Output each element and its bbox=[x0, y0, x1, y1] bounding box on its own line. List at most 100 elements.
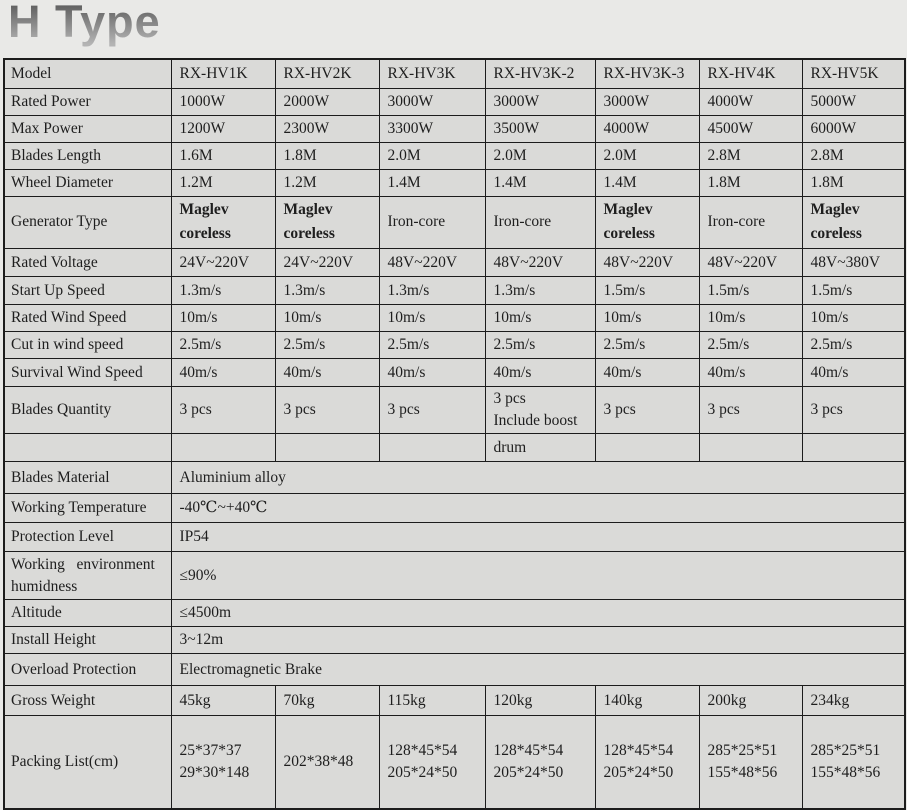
value-cell: 120kg bbox=[484, 685, 596, 717]
value-cell: 2.5m/s bbox=[378, 331, 486, 360]
table-row: Packing List(cm) 25*37*37 29*30*148 202*38… bbox=[3, 715, 906, 810]
merged-value-cell: Aluminium alloy bbox=[170, 461, 906, 495]
value-cell: 1.2M bbox=[170, 168, 276, 197]
table-row: Blades Length 1.6M 1.8M 2.0M 2.0M 2.0M 2.8M 2.8… bbox=[3, 141, 906, 170]
merged-value-cell: 3~12m bbox=[170, 626, 906, 655]
value-cell: 2.5m/s bbox=[170, 331, 276, 360]
value-cell: 3 pcs bbox=[801, 386, 906, 435]
table-row: Rated Voltage 24V~220V 24V~220V 48V~220V 48V… bbox=[3, 248, 906, 278]
value-cell: 1.3m/s bbox=[378, 276, 486, 306]
value-cell: 2000W bbox=[274, 87, 380, 116]
value-cell bbox=[274, 433, 380, 463]
table-row: Generator Type Maglev coreless Maglev core… bbox=[3, 195, 906, 250]
value-cell: 48V~220V bbox=[378, 248, 486, 278]
table-row: Blades Material Aluminium alloy bbox=[3, 461, 906, 495]
row-label: Overload Protection bbox=[3, 653, 172, 687]
table-row: Rated Wind Speed 10m/s 10m/s 10m/s 10m/s 10m/… bbox=[3, 304, 906, 333]
value-cell: 48V~220V bbox=[594, 248, 700, 278]
value-cell: RX-HV3K-3 bbox=[594, 58, 700, 89]
value-cell: Maglev coreless bbox=[274, 195, 380, 250]
value-cell: 200kg bbox=[698, 685, 803, 717]
value-cell: RX-HV3K bbox=[378, 58, 486, 89]
value-cell: 234kg bbox=[801, 685, 906, 717]
value-cell: 3300W bbox=[378, 114, 486, 143]
value-cell: 40m/s bbox=[170, 358, 276, 388]
value-cell: 3 pcs bbox=[378, 386, 486, 435]
value-cell: 1.3m/s bbox=[484, 276, 596, 306]
row-label: Rated Wind Speed bbox=[3, 304, 172, 333]
value-cell: 3 pcs bbox=[594, 386, 700, 435]
row-label: Wheel Diameter bbox=[3, 168, 172, 197]
row-label: Start Up Speed bbox=[3, 276, 172, 306]
value-cell: 3 pcs Include boost bbox=[484, 386, 596, 435]
value-cell: 2300W bbox=[274, 114, 380, 143]
row-label: Blades Material bbox=[3, 461, 172, 495]
table-row: Model RX-HV1K RX-HV2K RX-HV3K RX-HV3K-2 RX-HV… bbox=[3, 58, 906, 89]
value-cell: 10m/s bbox=[484, 304, 596, 333]
row-label: Blades Length bbox=[3, 141, 172, 170]
value-cell: drum bbox=[484, 433, 596, 463]
value-cell bbox=[698, 433, 803, 463]
value-cell: Maglev coreless bbox=[801, 195, 906, 250]
value-cell bbox=[801, 433, 906, 463]
value-cell: 45kg bbox=[170, 685, 276, 717]
table-row: Start Up Speed 1.3m/s 1.3m/s 1.3m/s 1.3m/s 1.… bbox=[3, 276, 906, 306]
value-cell: 40m/s bbox=[378, 358, 486, 388]
value-cell: 1.5m/s bbox=[698, 276, 803, 306]
row-label: Rated Voltage bbox=[3, 248, 172, 278]
value-cell: 1.8M bbox=[801, 168, 906, 197]
table-row: Working Temperature -40℃~+40℃ bbox=[3, 493, 906, 524]
merged-value-cell: ≤90% bbox=[170, 551, 906, 601]
row-label: Protection Level bbox=[3, 522, 172, 553]
value-cell: 2.5m/s bbox=[698, 331, 803, 360]
value-cell: 2.8M bbox=[801, 141, 906, 170]
value-cell: 1.5m/s bbox=[801, 276, 906, 306]
value-cell: Iron-core bbox=[484, 195, 596, 250]
row-label: Install Height bbox=[3, 626, 172, 655]
value-cell: 1.2M bbox=[274, 168, 380, 197]
row-label: Blades Quantity bbox=[3, 386, 172, 435]
value-cell: 2.5m/s bbox=[484, 331, 596, 360]
value-cell: 5000W bbox=[801, 87, 906, 116]
value-cell: 1.5m/s bbox=[594, 276, 700, 306]
value-cell: 1.3m/s bbox=[274, 276, 380, 306]
value-cell: Maglev coreless bbox=[170, 195, 276, 250]
table-row: Wheel Diameter 1.2M 1.2M 1.4M 1.4M 1.4M 1.8M 1.… bbox=[3, 168, 906, 197]
value-cell: 40m/s bbox=[698, 358, 803, 388]
value-cell: 128*45*54 205*24*50 bbox=[378, 715, 486, 810]
value-cell: 1.8M bbox=[698, 168, 803, 197]
value-cell: 128*45*54 205*24*50 bbox=[484, 715, 596, 810]
value-cell: 4500W bbox=[698, 114, 803, 143]
table-row: Cut in wind speed 2.5m/s 2.5m/s 2.5m/s 2.5m/… bbox=[3, 331, 906, 360]
value-cell bbox=[170, 433, 276, 463]
value-cell: RX-HV2K bbox=[274, 58, 380, 89]
value-cell: 3 pcs bbox=[170, 386, 276, 435]
value-cell: 3 pcs bbox=[698, 386, 803, 435]
merged-value-cell: -40℃~+40℃ bbox=[170, 493, 906, 524]
value-cell: Iron-core bbox=[698, 195, 803, 250]
table-row: Overload Protection Electromagnetic Brake bbox=[3, 653, 906, 687]
value-cell: 2.5m/s bbox=[274, 331, 380, 360]
value-cell: Maglev coreless bbox=[594, 195, 700, 250]
row-label: Survival Wind Speed bbox=[3, 358, 172, 388]
value-cell: 4000W bbox=[594, 114, 700, 143]
spec-table-body: Model RX-HV1K RX-HV2K RX-HV3K RX-HV3K-2 RX-HV… bbox=[3, 58, 906, 810]
value-cell: 6000W bbox=[801, 114, 906, 143]
merged-value-cell: IP54 bbox=[170, 522, 906, 553]
row-label: Packing List(cm) bbox=[3, 715, 172, 810]
value-cell: Iron-core bbox=[378, 195, 486, 250]
value-cell: 285*25*51 155*48*56 bbox=[698, 715, 803, 810]
value-cell: 40m/s bbox=[484, 358, 596, 388]
value-cell: 48V~220V bbox=[698, 248, 803, 278]
value-cell: 3000W bbox=[378, 87, 486, 116]
value-cell: 10m/s bbox=[594, 304, 700, 333]
table-row: Altitude ≤4500m bbox=[3, 599, 906, 628]
spec-table: Model RX-HV1K RX-HV2K RX-HV3K RX-HV3K-2 RX-HV… bbox=[3, 58, 906, 810]
row-label: Working environment humidness bbox=[3, 551, 172, 601]
value-cell: 1200W bbox=[170, 114, 276, 143]
value-cell: 10m/s bbox=[698, 304, 803, 333]
page-title: H Type bbox=[8, 0, 161, 48]
value-cell: 2.8M bbox=[698, 141, 803, 170]
row-label bbox=[3, 433, 172, 463]
value-cell: 140kg bbox=[594, 685, 700, 717]
